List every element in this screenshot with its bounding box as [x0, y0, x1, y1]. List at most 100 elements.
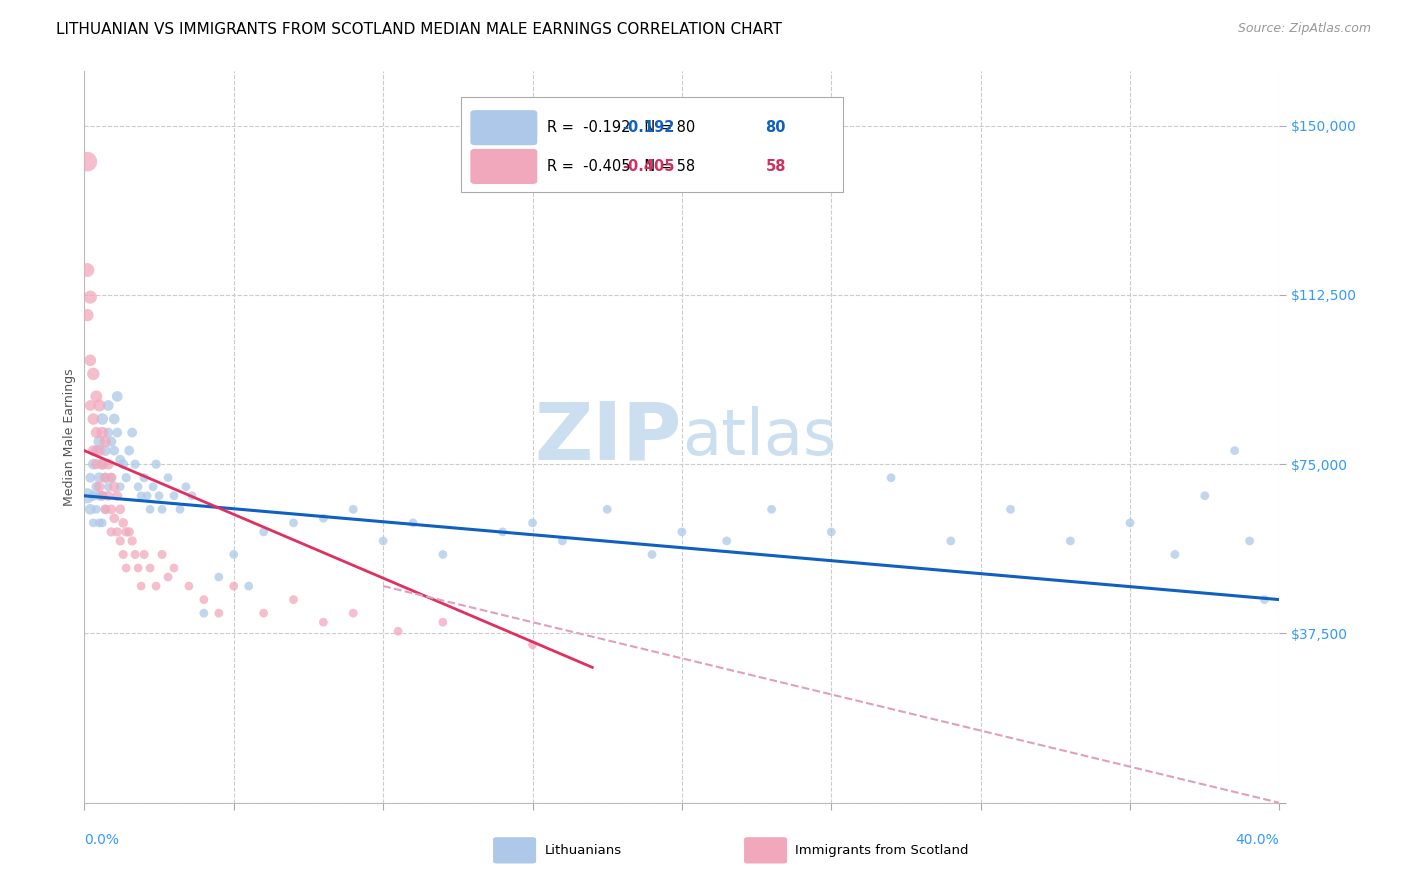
Point — [163, 561, 186, 575]
Point — [342, 606, 364, 620]
Point — [163, 489, 186, 503]
Point — [124, 548, 146, 562]
Point — [112, 457, 135, 471]
Text: Lithuanians: Lithuanians — [544, 844, 621, 857]
Point — [1059, 533, 1081, 548]
Point — [86, 502, 108, 516]
Point — [97, 489, 120, 503]
Point — [641, 548, 664, 562]
Point — [110, 480, 132, 494]
Point — [79, 290, 101, 304]
Point — [177, 579, 200, 593]
Point — [432, 615, 454, 630]
Point — [82, 367, 104, 381]
Text: ZIP: ZIP — [534, 398, 682, 476]
Point — [127, 561, 149, 575]
Point — [110, 533, 132, 548]
Point — [105, 524, 128, 539]
Point — [91, 516, 114, 530]
Point — [1164, 548, 1187, 562]
Point — [89, 489, 111, 503]
Point — [522, 516, 544, 530]
Point — [208, 606, 231, 620]
Point — [82, 516, 104, 530]
Point — [181, 489, 204, 503]
Point — [222, 579, 245, 593]
Point — [193, 592, 215, 607]
Point — [121, 425, 143, 440]
Text: atlas: atlas — [682, 406, 837, 468]
Point — [82, 489, 104, 503]
Text: Immigrants from Scotland: Immigrants from Scotland — [796, 844, 969, 857]
Point — [193, 606, 215, 620]
Point — [94, 502, 117, 516]
Point — [76, 263, 98, 277]
Text: R =  -0.192   N = 80: R = -0.192 N = 80 — [547, 120, 695, 136]
Point — [91, 412, 114, 426]
Point — [139, 561, 162, 575]
Point — [121, 533, 143, 548]
Point — [1000, 502, 1022, 516]
Point — [939, 533, 962, 548]
Point — [110, 452, 132, 467]
Point — [880, 471, 903, 485]
Point — [103, 443, 125, 458]
Point — [132, 548, 156, 562]
Point — [97, 399, 120, 413]
Point — [105, 425, 128, 440]
Point — [150, 548, 173, 562]
Point — [94, 502, 117, 516]
Point — [100, 471, 122, 485]
Point — [112, 516, 135, 530]
Point — [124, 457, 146, 471]
Point — [91, 457, 114, 471]
Point — [103, 480, 125, 494]
Point — [82, 443, 104, 458]
Point — [253, 524, 276, 539]
Point — [86, 457, 108, 471]
Point — [89, 399, 111, 413]
Point — [820, 524, 842, 539]
Point — [76, 154, 98, 169]
FancyBboxPatch shape — [471, 149, 537, 184]
Point — [97, 457, 120, 471]
Point — [79, 399, 101, 413]
Point — [312, 511, 335, 525]
Point — [312, 615, 335, 630]
Point — [1239, 533, 1261, 548]
Point — [82, 457, 104, 471]
Point — [522, 638, 544, 652]
Point — [110, 502, 132, 516]
Point — [94, 471, 117, 485]
Point — [142, 480, 165, 494]
Point — [492, 524, 515, 539]
Point — [761, 502, 783, 516]
Point — [139, 502, 162, 516]
Point — [342, 502, 364, 516]
Point — [100, 524, 122, 539]
Point — [94, 471, 117, 485]
Text: R =  -0.405   N = 58: R = -0.405 N = 58 — [547, 159, 695, 174]
Point — [148, 489, 170, 503]
Text: -0.192: -0.192 — [623, 120, 675, 136]
Point — [387, 624, 409, 639]
Point — [145, 579, 167, 593]
Point — [118, 524, 141, 539]
Text: -0.405: -0.405 — [623, 159, 675, 174]
Point — [82, 412, 104, 426]
Y-axis label: Median Male Earnings: Median Male Earnings — [63, 368, 76, 506]
Point — [253, 606, 276, 620]
Point — [402, 516, 425, 530]
Point — [145, 457, 167, 471]
Point — [112, 548, 135, 562]
Point — [150, 502, 173, 516]
Point — [105, 389, 128, 403]
Point — [115, 561, 138, 575]
Point — [89, 480, 111, 494]
Point — [208, 570, 231, 584]
Point — [86, 389, 108, 403]
Point — [86, 443, 108, 458]
Point — [79, 502, 101, 516]
FancyBboxPatch shape — [471, 110, 537, 145]
Point — [1119, 516, 1142, 530]
